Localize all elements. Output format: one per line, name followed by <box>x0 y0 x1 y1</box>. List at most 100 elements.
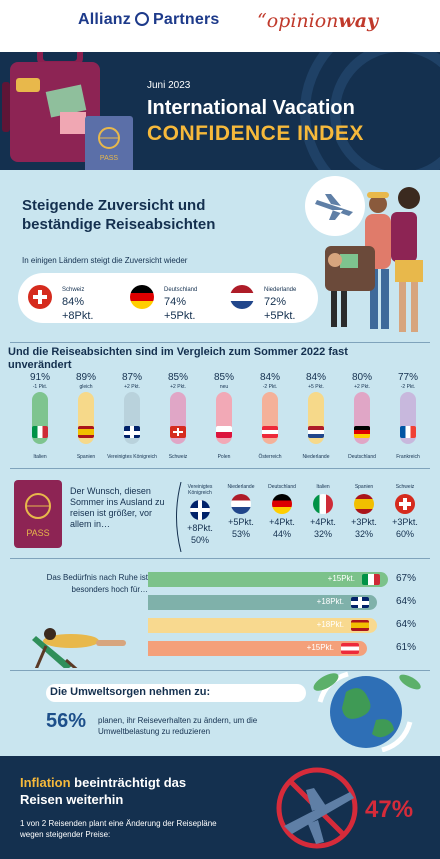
rest-bar: +18Pkt. <box>148 618 377 633</box>
confidence-section: Steigende Zuversicht und beständige Reis… <box>0 170 440 342</box>
environment-section: Die Umweltsorgen nehmen zu: 56% planen, … <box>0 668 440 756</box>
flag-icon <box>272 494 292 514</box>
abroad-country: Spanien <box>354 484 374 490</box>
intention-percent: 85% <box>167 372 188 383</box>
abroad-percent: 44% <box>272 529 291 539</box>
intention-change: neu <box>219 384 229 390</box>
abroad-country: Niederlande <box>227 484 255 490</box>
environment-headline: Die Umweltsorgen nehmen zu: <box>50 686 211 698</box>
intention-bar <box>354 392 370 444</box>
flag-icon <box>362 574 380 585</box>
logo-bar: Allianz Partners “opinionway <box>0 0 440 52</box>
abroad-delta: +8Pkt. <box>187 523 213 533</box>
intention-percent: 77% <box>397 372 418 383</box>
flag-icon <box>395 494 415 514</box>
intention-bar <box>78 392 94 444</box>
abroad-percent: 60% <box>395 529 414 539</box>
flag-icon <box>351 597 369 608</box>
intentions-section: Und die Reiseabsichten sind im Vergleich… <box>0 342 440 466</box>
intention-bar <box>262 392 278 444</box>
intention-country: Österreich <box>258 454 282 460</box>
page-title: International Vacation <box>147 97 355 119</box>
intention-country: Frankreich <box>396 454 420 460</box>
intention-change: -1 Pkt. <box>32 384 48 390</box>
flag-icon <box>313 494 333 514</box>
svg-text:PASS: PASS <box>26 528 49 538</box>
deckchair-relaxing-illustration <box>32 628 126 676</box>
abroad-country: Vereinigtes Königreich <box>187 484 213 496</box>
report-date: Juni 2023 <box>147 80 191 91</box>
inflation-section: Inflation beeinträchtigt das Reisen weit… <box>0 756 440 859</box>
abroad-item: Schweiz +3Pkt. 60% <box>385 484 425 539</box>
abroad-delta: +3Pkt. <box>351 517 377 527</box>
abroad-percent: 32% <box>354 529 373 539</box>
rest-percent: 67% <box>396 573 417 584</box>
inflation-percent: 47% <box>365 796 414 823</box>
globe-leaves-illustration <box>313 671 421 752</box>
intention-country: Polen <box>217 454 231 460</box>
rest-bar: +15Pkt. <box>148 572 388 587</box>
abroad-item: Vereinigtes Königreich +8Pkt. 50% <box>180 484 220 545</box>
intention-percent: 80% <box>351 372 372 383</box>
intention-bar <box>400 392 416 444</box>
passport-icon: PASS <box>14 480 62 548</box>
intention-percent: 84% <box>305 372 326 383</box>
environment-text: planen, ihr Reiseverhalten zu ändern, um… <box>98 716 258 736</box>
intention-country: Schweiz <box>168 454 188 460</box>
intention-country: Spanien <box>76 454 96 460</box>
flag-icon <box>216 426 232 438</box>
rest-text: Das Bedürfnis nach Ruhe ist besonders ho… <box>46 573 148 594</box>
hero-banner: PASS Juni 2023 International Vacation CO… <box>0 52 440 170</box>
confidence-subtext: In einigen Ländern steigt die Zuversicht… <box>22 256 188 265</box>
abroad-country: Italien <box>316 484 330 490</box>
intention-change: +5 Pkt. <box>308 384 324 390</box>
confidence-pill: Schweiz 84% +8Pkt. Deutschland 74% +5Pkt. Ni… <box>18 273 318 323</box>
abroad-country: Schweiz <box>395 484 415 490</box>
abroad-delta: +5Pkt. <box>228 517 254 527</box>
abroad-item: Deutschland +4Pkt. 44% <box>262 484 302 539</box>
flag-icon <box>351 620 369 631</box>
flag-icon <box>32 426 48 438</box>
abroad-item: Spanien +3Pkt. 32% <box>344 484 384 539</box>
intention-bar <box>124 392 140 444</box>
flag-icon <box>231 494 251 514</box>
abroad-item: Italien +4Pkt. 32% <box>303 484 343 539</box>
flag-icon <box>124 426 140 438</box>
rest-section: Das Bedürfnis nach Ruhe ist besonders ho… <box>0 556 440 676</box>
abroad-section: PASS Der Wunsch, diesen Sommer ins Ausla… <box>0 466 440 556</box>
intention-percent: 87% <box>121 372 142 383</box>
intention-percent: 84% <box>259 372 280 383</box>
intention-change: +2 Pkt. <box>170 384 186 390</box>
abroad-delta: +3Pkt. <box>392 517 418 527</box>
intention-percent: 89% <box>75 372 96 383</box>
intention-change: -2 Pkt. <box>400 384 416 390</box>
dutch-flag-icon <box>230 285 254 309</box>
abroad-delta: +4Pkt. <box>269 517 295 527</box>
flag-icon <box>308 426 324 438</box>
rest-percent: 64% <box>396 619 417 630</box>
intention-country: Niederlande <box>302 454 330 460</box>
abroad-item: Niederlande +5Pkt. 53% <box>221 484 261 539</box>
abroad-percent: 32% <box>313 529 332 539</box>
abroad-percent: 53% <box>231 529 250 539</box>
flag-icon <box>354 426 370 438</box>
german-flag-icon <box>130 285 154 309</box>
swiss-flag-icon <box>28 285 52 309</box>
intention-country: Vereinigtes Königreich <box>107 454 157 460</box>
allianz-partners-logo: Allianz Partners <box>78 11 220 28</box>
rest-delta: +18Pkt. <box>316 597 344 606</box>
intention-country: Italien <box>33 454 47 460</box>
intention-bar <box>170 392 186 444</box>
intention-change: +2 Pkt. <box>124 384 140 390</box>
rest-percent: 61% <box>396 642 417 653</box>
flag-icon <box>354 494 374 514</box>
abroad-delta: +4Pkt. <box>310 517 336 527</box>
flag-icon <box>400 426 416 438</box>
intention-percent: 85% <box>213 372 234 383</box>
inflation-text: 1 von 2 Reisenden plant eine Änderung de… <box>20 819 217 839</box>
intention-change: gleich <box>79 384 93 390</box>
abroad-text: Der Wunsch, diesen Sommer ins Ausland zu… <box>70 486 165 529</box>
intention-country: Deutschland <box>348 454 376 460</box>
intention-bar <box>216 392 232 444</box>
